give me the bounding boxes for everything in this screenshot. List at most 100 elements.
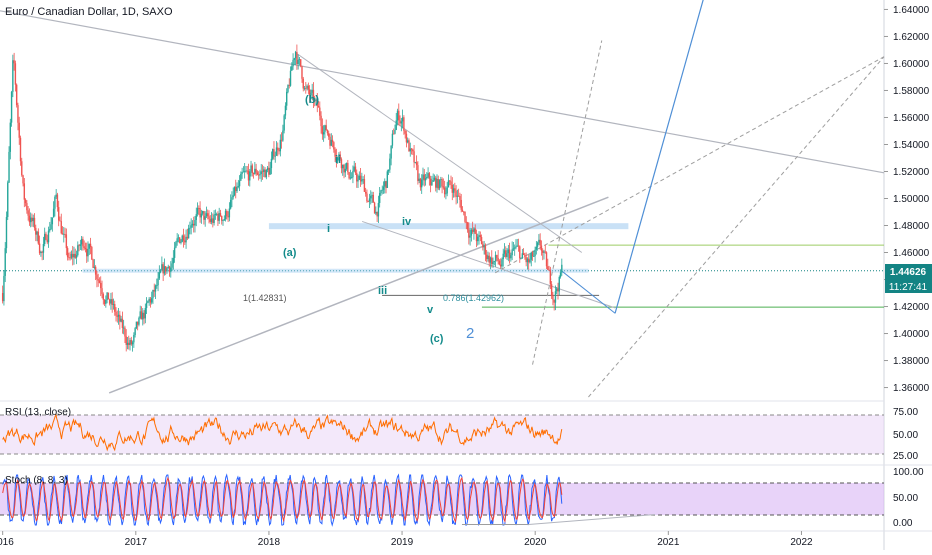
candle-body xyxy=(333,142,335,150)
wave-label-i: i xyxy=(327,223,330,235)
candle-body xyxy=(64,233,66,235)
candle-body xyxy=(138,317,140,325)
candle-body xyxy=(311,89,313,93)
candle-body xyxy=(498,261,501,265)
candle-body xyxy=(403,117,405,131)
candle-body xyxy=(431,181,433,186)
candle-body xyxy=(305,88,307,89)
candle-body xyxy=(536,242,539,247)
candle-body xyxy=(291,66,293,71)
candle-body xyxy=(385,181,387,188)
candle-body xyxy=(247,170,250,181)
candle-body xyxy=(80,238,83,245)
candle-body xyxy=(285,91,288,106)
candle-body xyxy=(218,213,220,221)
candle-body xyxy=(66,248,69,258)
candle-body xyxy=(167,266,169,269)
candle-body xyxy=(427,173,429,177)
candle-body xyxy=(521,253,524,258)
candle-body xyxy=(350,177,353,179)
candle-body xyxy=(235,186,237,192)
candle-body xyxy=(134,328,136,336)
candle-body xyxy=(245,170,247,172)
candle-body xyxy=(177,237,180,239)
candle-body xyxy=(162,264,164,274)
candle-body xyxy=(376,211,378,217)
candle-body xyxy=(176,238,178,243)
candle-body xyxy=(554,291,557,303)
price-tick-label: 1.56000 xyxy=(893,113,930,124)
candle-body xyxy=(297,59,299,65)
candle-body xyxy=(246,170,248,172)
stoch-label[interactable]: Stoch (8, 8, 3) xyxy=(5,475,68,486)
candle-body xyxy=(446,187,448,194)
candle-body xyxy=(254,168,256,175)
candle-body xyxy=(475,233,478,242)
symbol-title[interactable]: Euro / Canadian Dollar, 1D, SAXO xyxy=(5,6,173,18)
candle-body xyxy=(259,174,261,176)
candle-body xyxy=(128,342,130,345)
candle-body xyxy=(384,181,386,187)
candle-body xyxy=(559,272,562,277)
candle-body xyxy=(35,227,37,235)
candle-body xyxy=(485,254,488,260)
candle-body xyxy=(82,238,84,247)
candle-body xyxy=(287,85,289,92)
candle-body xyxy=(58,207,60,221)
candle-body xyxy=(395,120,397,130)
candle-body xyxy=(321,126,324,135)
candle-body xyxy=(84,247,87,249)
candle-body xyxy=(496,255,498,258)
candle-body xyxy=(136,321,139,325)
price-tick-label: 1.46000 xyxy=(893,248,930,259)
candle-body xyxy=(257,174,260,176)
wave-label-a: (a) xyxy=(283,247,297,259)
candle-body xyxy=(492,261,494,265)
candle-body xyxy=(240,173,242,181)
candle-body xyxy=(342,164,344,169)
candle-body xyxy=(440,179,442,180)
candle-body xyxy=(391,133,394,146)
candle-body xyxy=(322,132,325,135)
candle-body xyxy=(194,220,196,226)
last-price-badge[interactable]: 1.44626 11:27:41 xyxy=(885,264,932,293)
candle-body xyxy=(469,235,471,238)
candle-body xyxy=(468,229,470,238)
candle-body xyxy=(428,173,431,179)
candle-body xyxy=(306,85,308,89)
candle-body xyxy=(457,195,460,197)
candle-body xyxy=(121,318,124,328)
rsi-label[interactable]: RSI (13, close) xyxy=(5,407,71,418)
candle-body xyxy=(280,139,283,141)
candle-body xyxy=(100,282,102,289)
candle-body xyxy=(94,266,97,275)
candle-body xyxy=(494,255,497,261)
candle-body xyxy=(371,194,373,196)
candle-body xyxy=(513,247,516,249)
stoch-lines xyxy=(2,473,656,527)
candle-body xyxy=(548,269,550,271)
candle-body xyxy=(524,254,526,258)
candle-body xyxy=(68,257,70,259)
price-tick-label: 1.40000 xyxy=(893,329,930,340)
candle-body xyxy=(228,208,231,218)
candle-body xyxy=(561,264,563,273)
candle-body xyxy=(540,245,543,251)
candle-body xyxy=(105,299,107,304)
candle-body xyxy=(421,179,423,188)
wave-label-c: (c) xyxy=(430,333,444,345)
rsi-tick-25: 25.00 xyxy=(893,451,918,462)
candle-body xyxy=(130,340,133,345)
candle-body xyxy=(464,211,466,222)
candle-body xyxy=(400,121,403,124)
candle-body xyxy=(359,175,362,182)
rsi-band xyxy=(0,415,884,454)
candle-body xyxy=(140,311,143,320)
candle-body xyxy=(201,211,204,214)
candle-body xyxy=(164,266,167,272)
candle-body xyxy=(73,253,75,258)
price-tick-label: 1.36000 xyxy=(893,383,930,394)
time-tick-label: 2022 xyxy=(790,537,813,548)
